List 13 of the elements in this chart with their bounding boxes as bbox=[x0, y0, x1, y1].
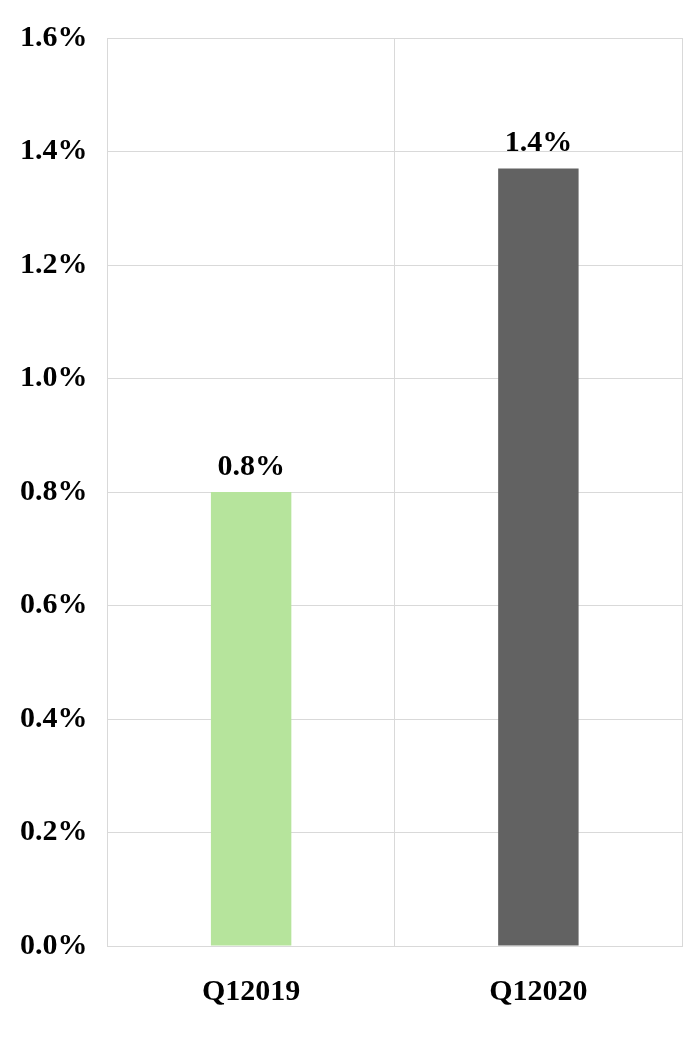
y-tick-label: 0.8% bbox=[20, 472, 88, 506]
y-tick-label: 1.4% bbox=[20, 132, 88, 166]
y-tick-label: 1.2% bbox=[20, 245, 88, 279]
data-label: 1.4% bbox=[504, 124, 573, 158]
y-tick-label: 0.0% bbox=[20, 926, 88, 960]
y-tick-label: 0.2% bbox=[20, 813, 88, 847]
x-tick-label: Q12019 bbox=[201, 972, 301, 1006]
y-tick-label: 0.4% bbox=[20, 699, 88, 733]
y-tick-label: 1.0% bbox=[20, 359, 88, 393]
y-tick-label: 0.6% bbox=[20, 586, 88, 620]
data-label: 0.8% bbox=[217, 447, 285, 481]
y-tick-label: 1.6% bbox=[20, 18, 88, 52]
x-tick-label: Q12020 bbox=[489, 972, 588, 1006]
